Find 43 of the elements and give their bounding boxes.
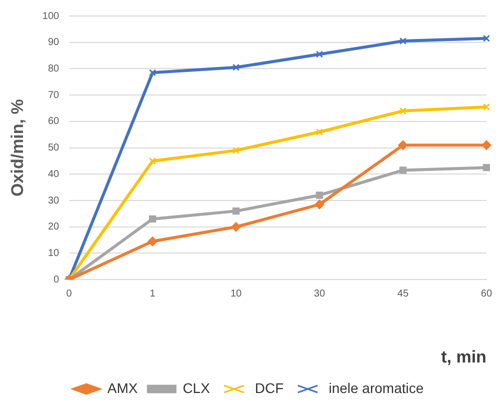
y-tick-label: 30 bbox=[48, 195, 60, 206]
y-tick-label: 10 bbox=[48, 248, 60, 259]
y-tick-label: 100 bbox=[42, 10, 60, 22]
point bbox=[231, 222, 241, 232]
point bbox=[482, 34, 490, 42]
y-tick-label: 80 bbox=[48, 63, 60, 74]
y-tick-label: 40 bbox=[48, 168, 60, 180]
point bbox=[148, 215, 156, 223]
point bbox=[148, 236, 158, 246]
y-tick-label: 0 bbox=[54, 274, 60, 286]
point bbox=[316, 128, 324, 136]
point bbox=[148, 69, 156, 76]
point bbox=[314, 200, 324, 210]
x-tick-label: 10 bbox=[230, 288, 242, 300]
legend-label: CLX bbox=[182, 380, 211, 396]
point bbox=[482, 140, 492, 150]
legend-label: DCF bbox=[254, 380, 284, 396]
y-axis-title: Oxid/min, % bbox=[8, 99, 27, 196]
point bbox=[399, 37, 407, 45]
point bbox=[232, 146, 240, 154]
point bbox=[316, 192, 324, 199]
y-tick-label: 90 bbox=[48, 37, 60, 48]
y-tick-label: 20 bbox=[48, 222, 60, 233]
legend-label: inele aromatice bbox=[328, 380, 424, 396]
x-tick-label: 45 bbox=[397, 288, 409, 300]
legend-label: AMX bbox=[107, 380, 138, 396]
point bbox=[399, 166, 407, 174]
y-tick-label: 60 bbox=[48, 116, 60, 128]
point bbox=[232, 207, 240, 215]
x-tick-label: 30 bbox=[314, 288, 326, 300]
point bbox=[399, 107, 407, 114]
x-tick-label: 0 bbox=[66, 288, 72, 300]
x-tick-label: 1 bbox=[150, 288, 156, 300]
y-tick-label: 70 bbox=[48, 90, 60, 101]
x-tick-label: 60 bbox=[480, 288, 492, 300]
x-axis-title: t, min bbox=[441, 347, 486, 366]
point bbox=[482, 103, 490, 111]
point bbox=[482, 164, 490, 172]
y-tick-label: 50 bbox=[48, 142, 60, 154]
point bbox=[232, 64, 240, 71]
point bbox=[148, 157, 156, 165]
point bbox=[316, 50, 324, 58]
point bbox=[398, 140, 408, 150]
